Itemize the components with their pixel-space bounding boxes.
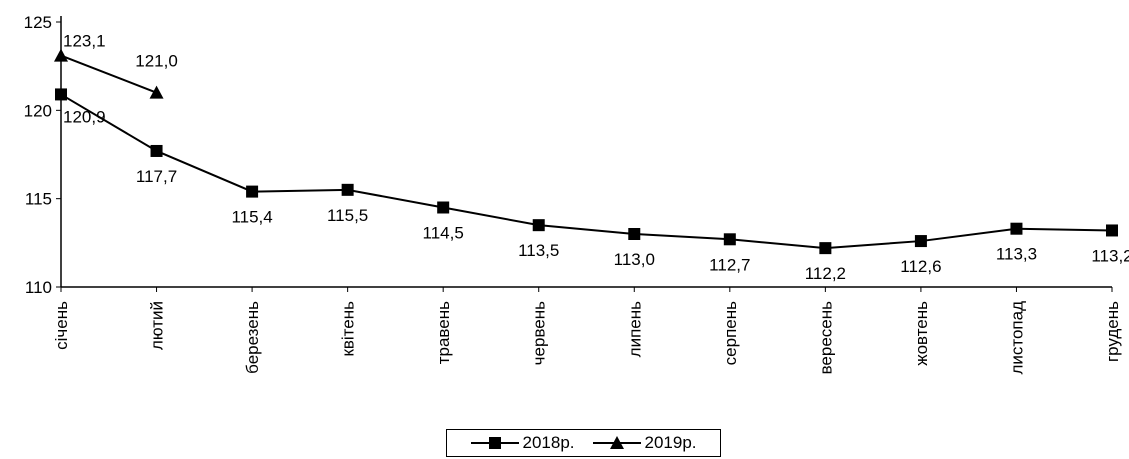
data-point-2018 xyxy=(1106,224,1118,237)
data-label-2018: 113,0 xyxy=(614,250,655,269)
data-label-2019: 123,1 xyxy=(63,32,106,51)
data-label-2018: 113,2 xyxy=(1091,246,1129,265)
data-point-2018 xyxy=(246,185,259,198)
data-label-2018: 113,5 xyxy=(518,241,559,260)
x-tick-label: квітень xyxy=(339,301,358,357)
data-label-2018: 115,4 xyxy=(231,208,272,227)
x-tick-label: жовтень xyxy=(912,301,931,366)
data-point-2018 xyxy=(628,228,641,240)
x-tick-label: березень xyxy=(243,301,262,374)
y-tick-label: 120 xyxy=(24,101,52,120)
data-point-2018 xyxy=(1010,222,1023,235)
y-tick-label: 115 xyxy=(25,190,52,209)
data-point-2018 xyxy=(341,183,354,196)
data-point-2018 xyxy=(914,235,927,248)
x-tick-label: червень xyxy=(530,301,549,365)
data-point-2018 xyxy=(55,88,67,101)
data-label-2018: 117,7 xyxy=(136,167,177,186)
data-point-2019 xyxy=(149,85,164,99)
x-tick-label: травень xyxy=(434,301,453,364)
data-point-2018 xyxy=(532,219,545,232)
x-tick-label: січень xyxy=(52,301,71,350)
legend-label-2018: 2018р. xyxy=(522,433,575,452)
data-point-2018 xyxy=(819,242,832,255)
data-label-2018: 120,9 xyxy=(63,107,106,126)
x-tick-label: листопад xyxy=(1007,301,1026,375)
legend-item-2018: 2018р. xyxy=(470,433,575,453)
x-tick-label: вересень xyxy=(816,301,835,375)
square-marker-icon xyxy=(470,437,519,449)
data-label-2018: 113,3 xyxy=(996,245,1037,264)
data-point-2019 xyxy=(54,48,68,62)
data-label-2018: 114,5 xyxy=(423,224,464,243)
y-tick-label: 110 xyxy=(25,278,52,297)
data-label-2018: 112,2 xyxy=(805,264,846,283)
x-tick-label: лютий xyxy=(148,301,167,350)
x-tick-label: грудень xyxy=(1103,301,1122,362)
data-label-2018: 115,5 xyxy=(327,206,368,225)
x-tick-label: липень xyxy=(625,301,644,357)
triangle-marker-icon xyxy=(592,436,641,449)
data-label-2018: 112,7 xyxy=(709,255,750,274)
data-label-2018: 112,6 xyxy=(900,257,941,276)
data-point-2018 xyxy=(437,201,450,214)
legend-label-2019: 2019р. xyxy=(644,433,697,452)
series-line-2019 xyxy=(60,54,157,94)
legend-item-2019: 2019р. xyxy=(592,433,697,453)
data-point-2018 xyxy=(723,233,736,246)
y-tick-label: 125 xyxy=(24,13,52,32)
series-line-2018 xyxy=(60,93,1113,250)
line-chart: 110 115 120 125 січень лютий березень квітень тр… xyxy=(24,13,1129,375)
x-tick-label: серпень xyxy=(721,301,740,365)
data-label-2019: 121,0 xyxy=(135,52,178,71)
legend: 2018р. 2019р. xyxy=(446,429,721,457)
data-point-2018 xyxy=(150,144,163,157)
